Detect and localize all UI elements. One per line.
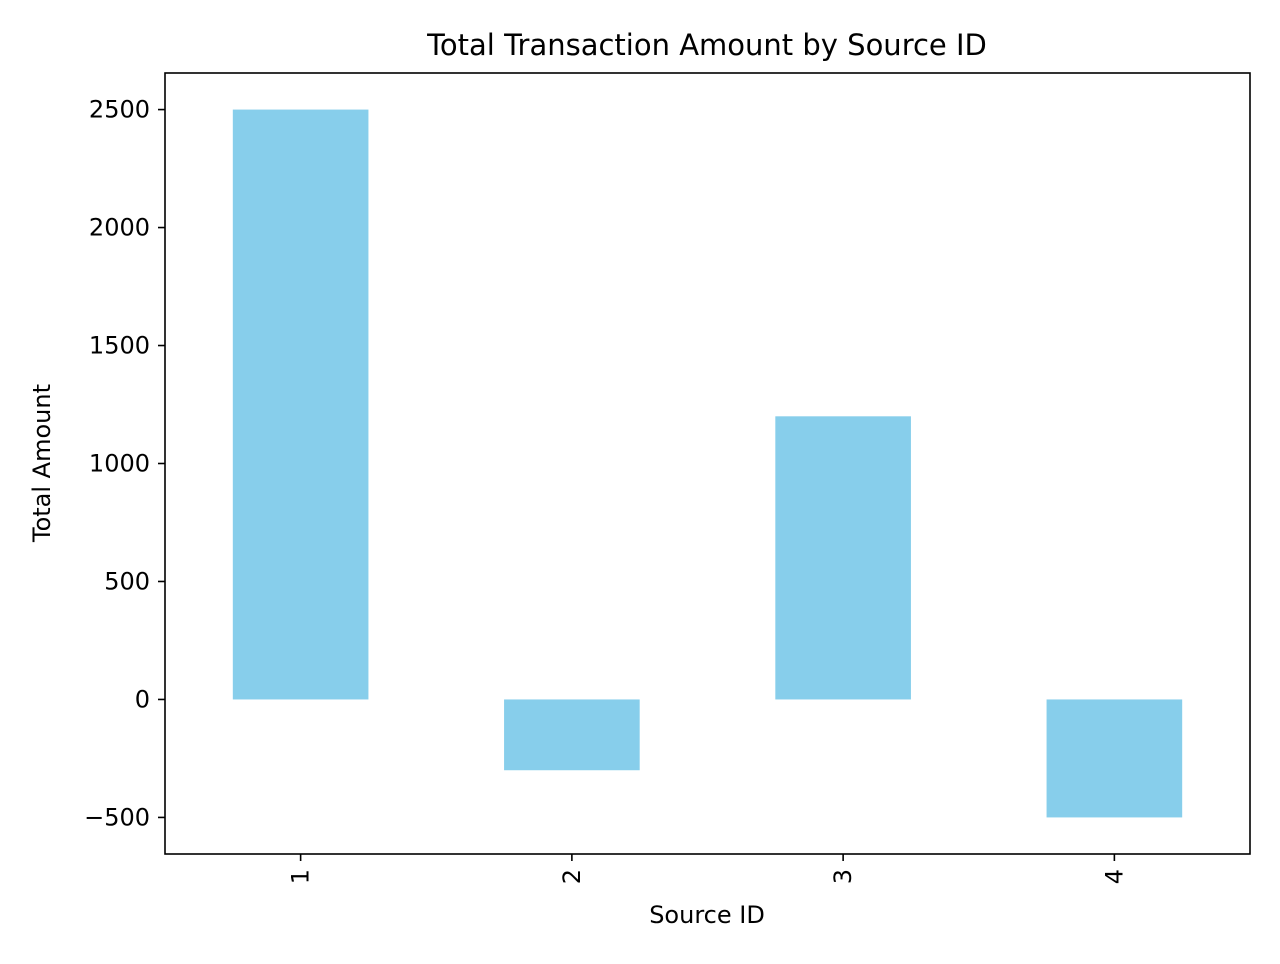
x-tick-label: 3 (829, 869, 857, 884)
x-tick-label: 4 (1100, 869, 1128, 884)
y-tick-label: 0 (135, 685, 150, 713)
plot-frame (164, 72, 1251, 855)
y-tick-label: 1000 (89, 450, 150, 478)
y-axis-label: Total Amount (28, 384, 56, 543)
bar-1 (232, 109, 369, 700)
y-tick-label: 2000 (89, 214, 150, 242)
bar-4 (1046, 699, 1183, 818)
x-tick-label: 2 (558, 869, 586, 884)
y-axis-ticks: −500 0 500 1000 1500 2000 2500 (84, 96, 165, 831)
y-tick-label: 2500 (89, 96, 150, 124)
y-tick-label: 1500 (89, 332, 150, 360)
x-axis-ticks: 1 2 3 4 (287, 854, 1128, 884)
x-axis-label: Source ID (649, 901, 765, 929)
bars-layer (232, 109, 1183, 818)
bar-2 (504, 699, 640, 771)
chart-title: Total Transaction Amount by Source ID (426, 28, 987, 62)
x-tick-label: 1 (287, 869, 315, 884)
bar-3 (775, 416, 911, 700)
y-tick-label: 500 (104, 567, 150, 595)
y-tick-label: −500 (84, 803, 150, 831)
